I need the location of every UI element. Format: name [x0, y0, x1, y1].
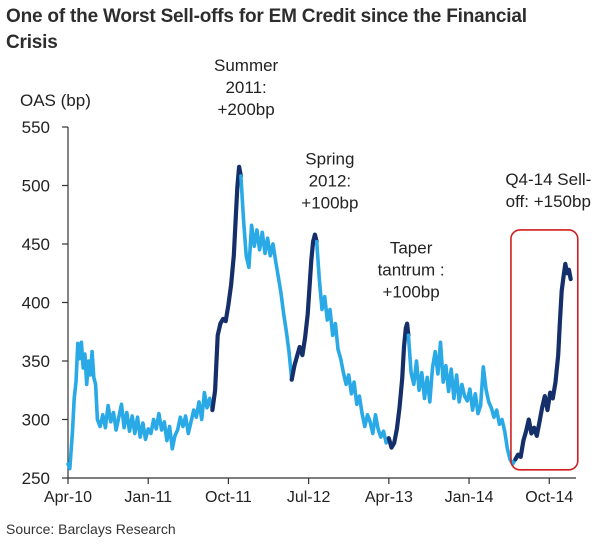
- y-axis-ticks: 250 300 350 400 450 500 550: [22, 118, 68, 488]
- annotation-label: 2011:: [225, 78, 266, 97]
- chart-title-line-2: Crisis: [6, 32, 58, 53]
- selloff-series-line: [289, 232, 319, 382]
- selloff-series-line: [386, 321, 411, 450]
- annotation-label: +100bp: [301, 194, 358, 213]
- y-tick-label: 400: [22, 294, 50, 313]
- annotation-label: Spring: [305, 150, 354, 169]
- y-tick-label: 250: [22, 469, 50, 488]
- oas-series-line: [239, 174, 294, 382]
- oas-series-line: [66, 340, 215, 471]
- x-tick-label: Oct-14: [525, 489, 573, 506]
- x-tick-label: Oct-11: [205, 489, 252, 506]
- annotation-label: tantrum :: [378, 261, 445, 280]
- oas-series-line: [314, 239, 391, 445]
- source-note: Source: Barclays Research: [6, 521, 176, 537]
- x-tick-label: Apr-13: [365, 489, 413, 506]
- y-tick-label: 500: [22, 177, 50, 196]
- x-tick-label: Jul-12: [287, 489, 331, 506]
- selloff-series-line: [210, 164, 243, 413]
- annotation-label: Summer: [214, 56, 279, 75]
- x-tick-label: Jan-14: [445, 489, 494, 506]
- x-tick-label: Apr-10: [44, 489, 92, 506]
- annotation-label: Taper: [390, 239, 433, 258]
- y-tick-label: 550: [22, 118, 50, 137]
- annotation-label: 2012:: [309, 172, 352, 191]
- chart-title-line-1: One of the Worst Sell-offs for EM Credit…: [6, 6, 527, 27]
- selloff-series-line: [513, 261, 573, 462]
- y-axis-label: OAS (bp): [20, 91, 91, 110]
- chart-title: One of the Worst Sell-offs for EM Credit…: [6, 4, 596, 56]
- y-tick-label: 300: [22, 411, 50, 430]
- annotations-layer: Summer 2011: +200bp Spring 2012: +100bp Taper t…: [214, 56, 591, 302]
- y-tick-label: 450: [22, 235, 50, 254]
- annotation-label: off: +150bp: [506, 192, 591, 211]
- x-axis-ticks: Apr-10 Jan-11 Oct-11 Jul-12 Apr-13 Jan-14 Oct-…: [44, 478, 573, 506]
- annotation-label: Q4-14 Sell-: [505, 170, 591, 189]
- x-tick-label: Jan-11: [124, 489, 172, 506]
- y-tick-label: 350: [22, 352, 50, 371]
- annotation-label: +100bp: [383, 283, 440, 302]
- series-lines: [66, 164, 573, 471]
- annotation-label: +200bp: [218, 100, 275, 119]
- highlight-layer: [510, 229, 579, 471]
- q4-14-highlight-box: [510, 229, 579, 471]
- oas-series-line: [406, 333, 518, 466]
